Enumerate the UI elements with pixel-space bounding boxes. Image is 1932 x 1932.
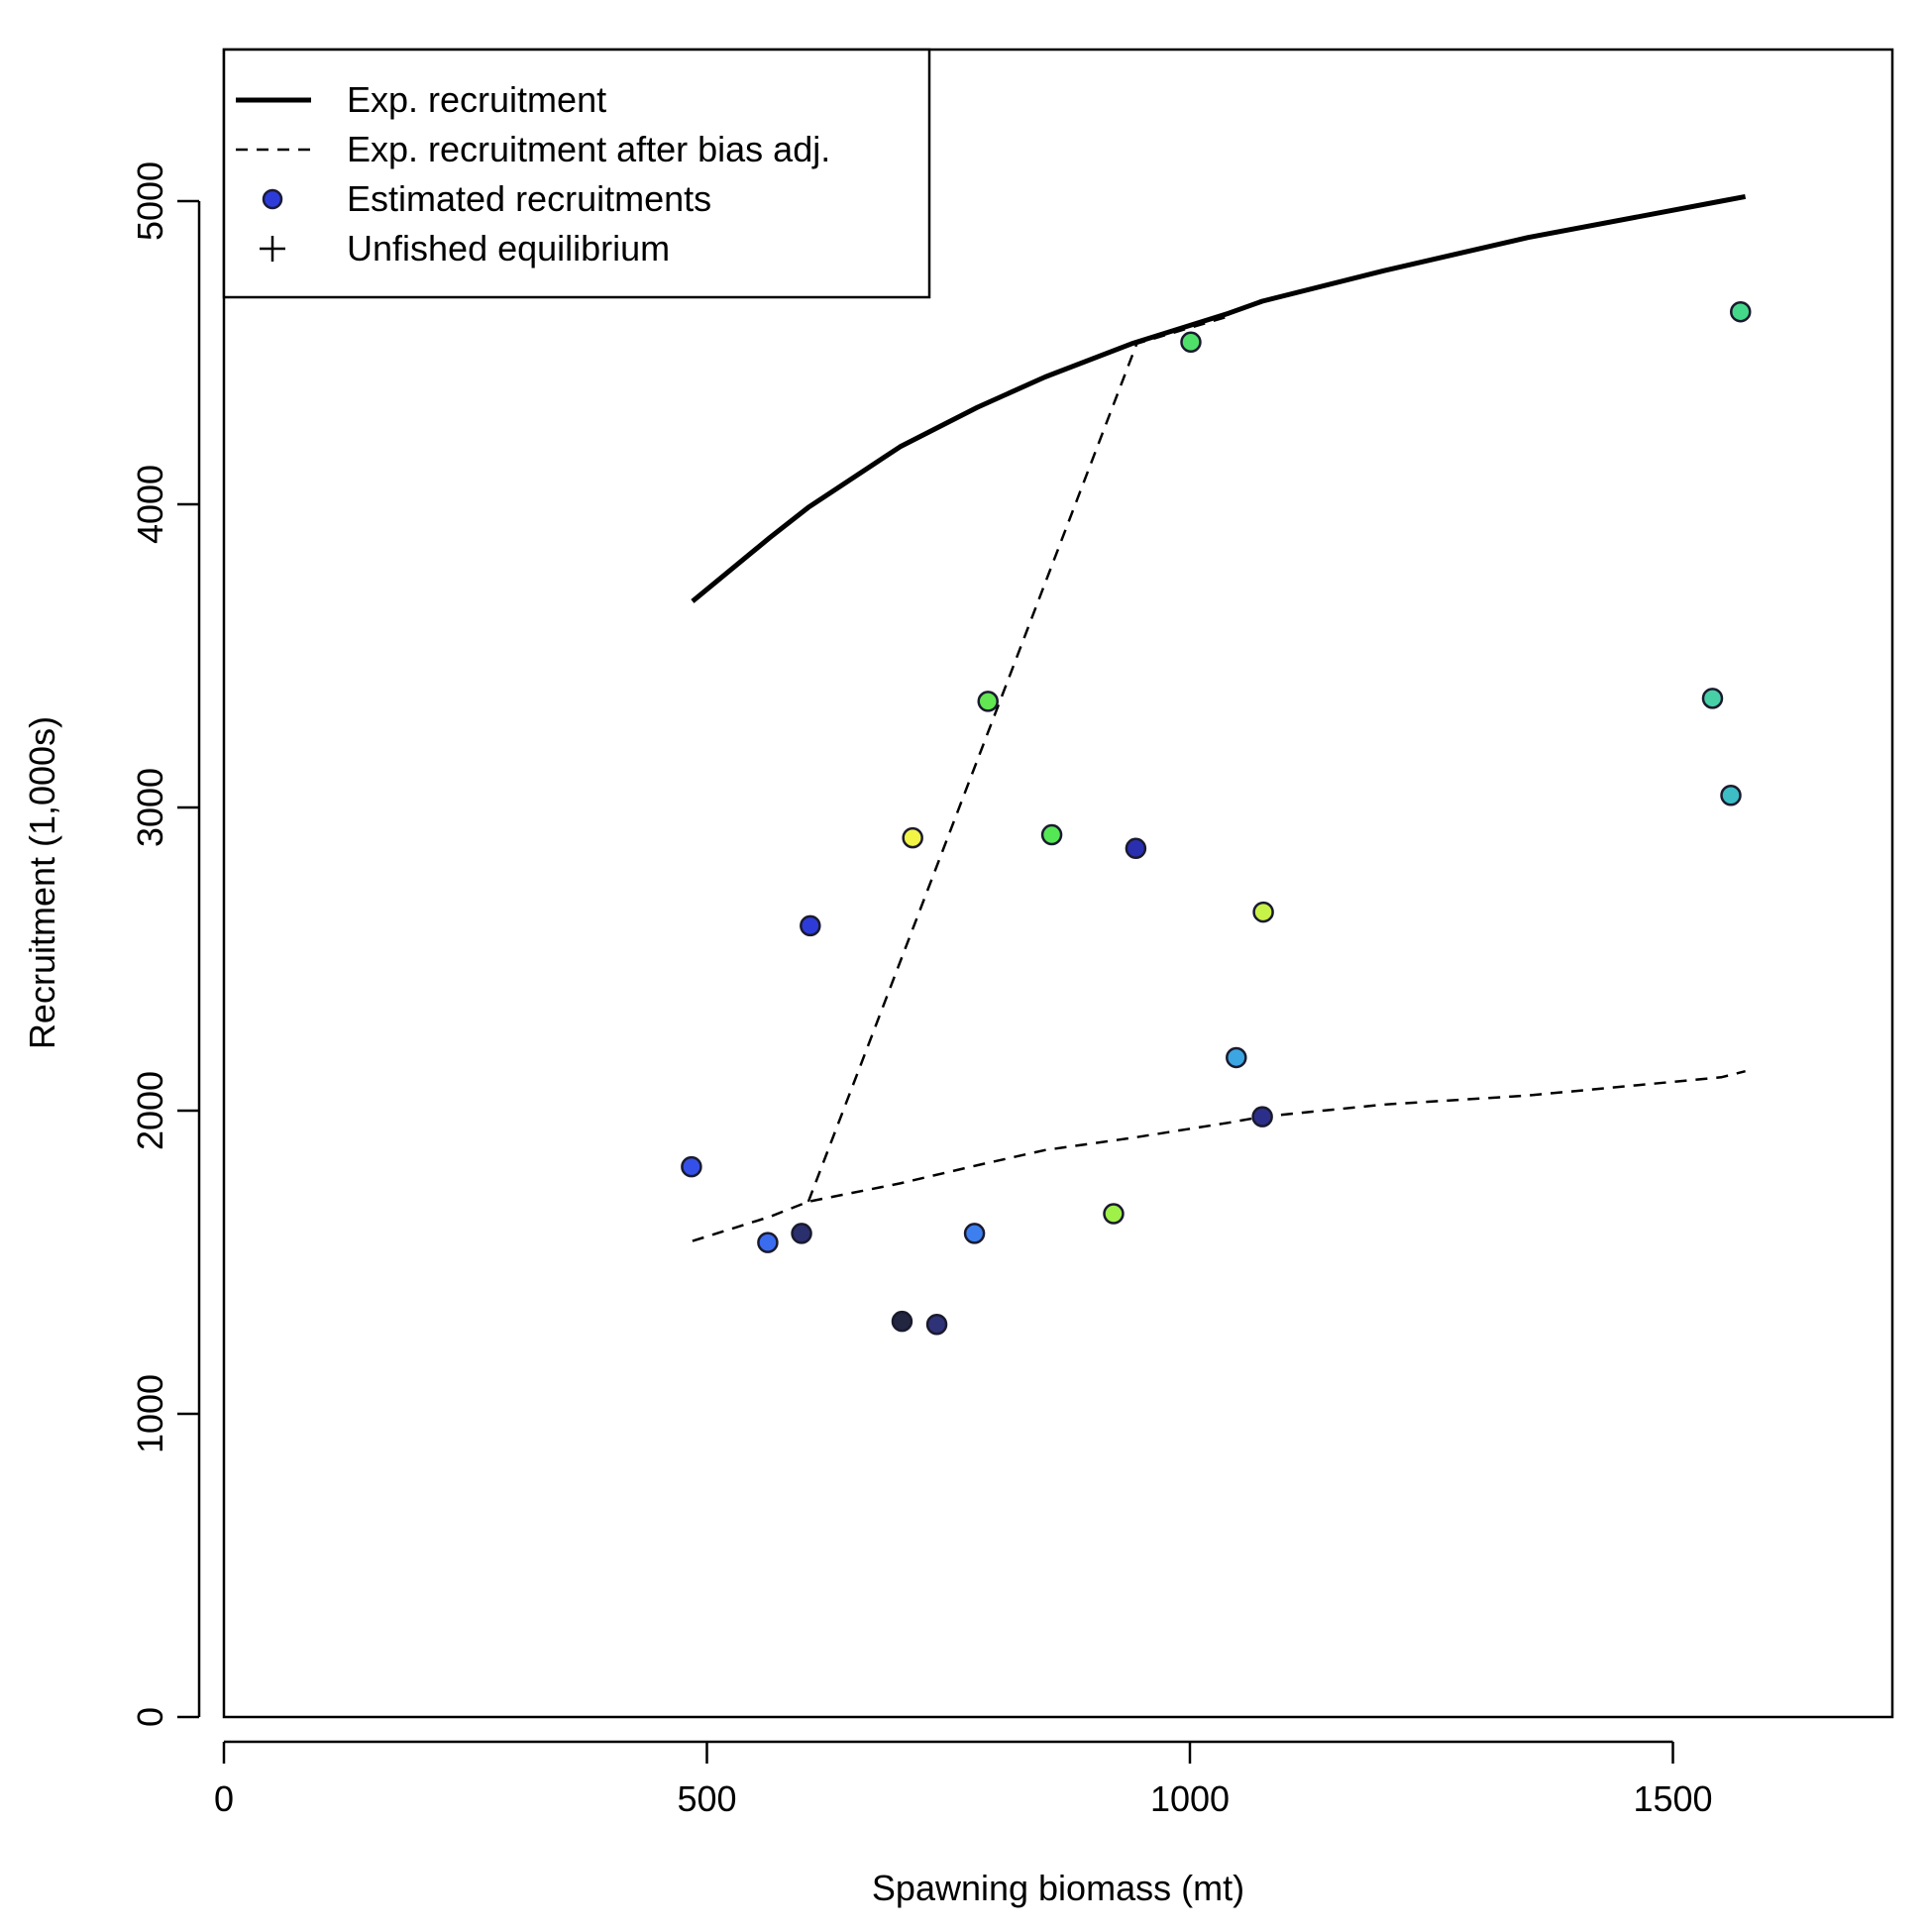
legend-plus-icon: [260, 236, 285, 262]
recruitment-point: [1180, 331, 1202, 354]
recruitment-point: [1720, 785, 1742, 806]
y-tick-label: 3000: [130, 768, 170, 847]
recruitment-point: [791, 1223, 812, 1244]
x-axis-label: Spawning biomass (mt): [872, 1868, 1244, 1908]
x-tick-label: 500: [677, 1778, 736, 1819]
recruitment-point: [1252, 901, 1274, 923]
recruitment-point: [1701, 688, 1724, 709]
legend-label-exp-recruitment: Exp. recruitment: [347, 79, 606, 120]
recruitment-point: [681, 1155, 702, 1178]
recruitment-point: [1040, 823, 1063, 846]
recruitment-point: [963, 1223, 986, 1244]
x-axis: 0 500 1000 1500: [214, 1740, 1713, 1819]
legend-point-icon: [262, 188, 283, 210]
exp-recruitment-line: [691, 193, 1747, 603]
y-tick-label: 5000: [130, 161, 170, 241]
recruitment-point: [1730, 300, 1752, 323]
recruitment-point: [800, 914, 821, 937]
recruitment-point: [1103, 1203, 1125, 1225]
recruitment-point: [977, 691, 999, 712]
x-tick-label: 1000: [1150, 1778, 1230, 1819]
recruitment-point: [1125, 837, 1147, 860]
recruitment-point: [757, 1232, 779, 1253]
y-tick-label: 1000: [130, 1374, 170, 1453]
y-tick-label: 4000: [130, 465, 170, 544]
plot-points: [681, 300, 1752, 1336]
recruitment-point: [902, 826, 923, 849]
y-tick-label: 0: [130, 1707, 170, 1727]
recruitment-point: [1251, 1106, 1273, 1127]
recruitment-point: [1226, 1046, 1247, 1069]
plot-lines: [691, 193, 1747, 1242]
legend-label-unfished-equilibrium: Unfished equilibrium: [347, 228, 670, 268]
y-axis-label: Recruitment (1,000s): [22, 716, 62, 1049]
recruitment-point: [891, 1310, 913, 1333]
legend-box: [222, 48, 931, 299]
legend-label-bias-adj: Exp. recruitment after bias adj.: [347, 129, 830, 169]
plot-frame: [222, 48, 1894, 1719]
y-tick-label: 2000: [130, 1071, 170, 1150]
legend: Exp. recruitment Exp. recruitment after …: [222, 48, 931, 299]
y-axis: 0 1000 2000 3000 4000 5000: [130, 161, 201, 1727]
legend-label-estimated-recruitments: Estimated recruitments: [347, 178, 711, 219]
x-tick-label: 0: [214, 1778, 234, 1819]
recruitment-point: [925, 1313, 948, 1336]
x-tick-label: 1500: [1633, 1778, 1712, 1819]
bias-adj-line: [692, 1069, 1746, 1242]
bias-adj-connector-line: [806, 315, 1230, 1203]
